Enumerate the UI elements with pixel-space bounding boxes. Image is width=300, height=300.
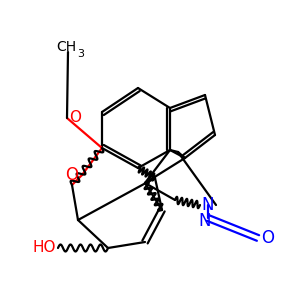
Text: 3: 3 [77,49,85,59]
Text: O: O [65,166,79,184]
Text: O: O [262,229,275,247]
Text: N: N [199,212,211,230]
Text: HO: HO [33,241,56,256]
Text: O: O [69,110,81,125]
Text: CH: CH [56,40,76,54]
Text: N: N [202,196,214,214]
